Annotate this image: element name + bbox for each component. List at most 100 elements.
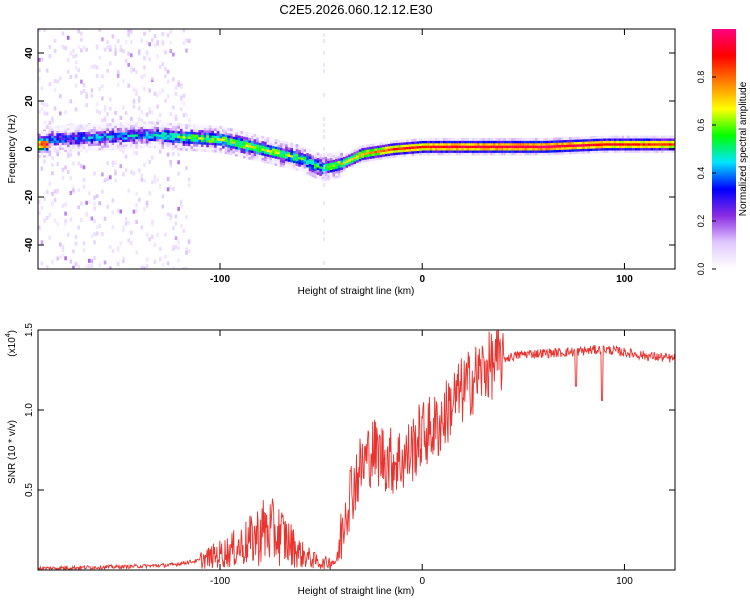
spectrogram-cell: [642, 147, 646, 151]
spectrogram-cell: [248, 139, 252, 143]
spectrogram-cell: [130, 116, 133, 121]
spectrogram-cell: [340, 164, 344, 168]
spectrogram-cell: [153, 143, 157, 147]
spectrogram-cell: [211, 137, 215, 141]
spectrogram-cell: [74, 53, 78, 58]
spectrogram-cell: [308, 151, 312, 155]
spectrogram-cell: [158, 126, 162, 130]
spectrogram-cell: [185, 145, 188, 149]
spectrogram-cell: [492, 150, 496, 153]
spectrogram-cell: [450, 145, 454, 149]
spectrogram-cell: [82, 165, 86, 170]
spectrogram-cell: [235, 136, 238, 140]
spectrogram-cell: [293, 143, 296, 147]
spectrogram-cell: [108, 142, 112, 146]
spectrogram-cell: [195, 131, 199, 135]
spectrogram-cell: [219, 135, 223, 139]
spectrogram-cell: [108, 44, 112, 49]
spectrogram-cell: [51, 142, 54, 146]
spectrogram-cell: [290, 164, 294, 168]
spectrogram-cell: [82, 248, 86, 253]
spectrogram-cell: [647, 145, 651, 149]
spectrogram-cell: [51, 191, 54, 196]
colorbar: 0.00.20.40.60.8 Normalized spectral ampl…: [696, 29, 749, 275]
spectrogram-cell: [624, 145, 627, 149]
spectrogram-cell: [174, 214, 178, 219]
colorbar-tick-label: 0.4: [696, 167, 706, 180]
spectrogram-cell: [116, 247, 120, 252]
spectrogram-cell: [658, 140, 662, 144]
spectrogram-cell: [540, 150, 543, 153]
spectrogram-cell: [550, 140, 554, 144]
spectrogram-cell: [182, 113, 186, 118]
spectrogram-cell: [145, 128, 149, 132]
spectrogram-cell: [461, 150, 464, 153]
spectrogram-cell: [466, 140, 470, 144]
spectrogram-cell: [621, 150, 625, 153]
spectrogram-cell: [603, 142, 606, 146]
spectrogram-cell: [66, 150, 70, 155]
spectrogram-cell: [256, 148, 259, 152]
spectrogram-cell: [611, 140, 614, 144]
spectrogram-cell: [135, 151, 138, 156]
spectrogram-cell: [135, 138, 138, 142]
spectrogram-cell: [145, 232, 149, 237]
spectrogram-cell: [72, 136, 75, 140]
spectrogram-cell: [179, 203, 183, 208]
spectrogram-cell: [442, 150, 446, 153]
spectrogram-cell: [114, 139, 117, 143]
spectrogram-cell: [569, 139, 572, 143]
spectrogram-cell: [227, 139, 230, 143]
spectrogram-cell: [48, 181, 52, 186]
spectrogram-cell: [130, 66, 133, 71]
spectrogram-cell: [340, 155, 344, 158]
spectrogram-cell: [164, 131, 167, 135]
spectrogram-cell: [261, 135, 265, 139]
spectrogram-cell: [277, 153, 280, 157]
spectrogram-cell: [156, 145, 159, 149]
spectrogram-cell: [264, 146, 267, 149]
spectrogram-cell: [143, 121, 146, 125]
spectrogram-cell: [169, 112, 173, 117]
spectrogram-cell: [432, 147, 436, 151]
spectrogram-cell: [382, 146, 386, 150]
spectrogram-cell: [274, 143, 278, 147]
spectrogram-cell: [164, 143, 167, 147]
spectrogram-cell: [419, 140, 422, 144]
spectrogram-cell: [98, 147, 102, 151]
spectrogram-cell: [66, 149, 70, 153]
spectrogram-cell: [108, 244, 112, 249]
spectrogram-cell: [177, 82, 180, 87]
spectrogram-cell: [135, 203, 138, 208]
spectrogram-cell: [48, 145, 52, 149]
spectrogram-cell: [69, 139, 73, 143]
spectrogram-cell: [66, 134, 70, 138]
spectrogram-cell: [479, 138, 483, 141]
spectrogram-cell: [377, 152, 380, 156]
spectrogram-cell: [400, 154, 404, 157]
spectrogram-cell: [182, 142, 186, 146]
spectrogram-cell: [392, 147, 396, 151]
spectrogram-cell: [385, 148, 388, 152]
spectrogram-cell: [179, 133, 183, 137]
spectrogram-cell: [516, 138, 520, 141]
spectrogram-cell: [419, 145, 422, 149]
spectrogram-cell: [295, 148, 299, 152]
spectrogram-cell: [534, 138, 538, 141]
spectrogram-cell: [206, 144, 209, 148]
spectrogram-cell: [469, 152, 472, 156]
spectrogram-cell: [108, 147, 112, 151]
spectrogram-cell: [43, 218, 46, 223]
spectrogram-cell: [400, 144, 404, 148]
spectrogram-cell: [53, 218, 57, 223]
spectrogram-cell: [61, 137, 65, 141]
spectrogram-cell: [119, 146, 123, 150]
spectrogram-cell: [66, 129, 70, 133]
spectrogram-cell: [116, 129, 120, 133]
spectrogram-cell: [290, 142, 294, 146]
spectrogram-cell: [508, 152, 512, 156]
spectrogram-cell: [561, 146, 564, 150]
spectrogram-cell: [38, 76, 41, 81]
spectrogram-cell: [458, 152, 462, 156]
spectrogram-cell: [448, 150, 451, 153]
